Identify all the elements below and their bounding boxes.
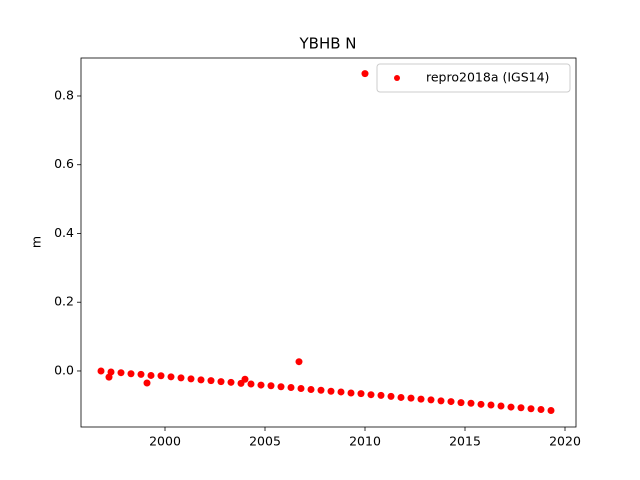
point — [267, 382, 275, 390]
point — [117, 369, 125, 377]
point — [105, 373, 113, 381]
y-tick-label: 0.0 — [54, 362, 74, 377]
point — [367, 391, 375, 399]
point — [527, 405, 535, 413]
point — [137, 370, 145, 378]
y-tick-label: 0.6 — [54, 156, 74, 171]
point — [147, 371, 155, 379]
point — [537, 405, 545, 413]
chart-title: YBHB N — [298, 35, 356, 53]
point — [247, 380, 255, 388]
point — [257, 381, 265, 389]
point — [207, 377, 215, 385]
point — [497, 402, 505, 410]
point — [157, 372, 165, 380]
point — [517, 404, 525, 412]
point — [417, 395, 425, 403]
x-tick-label: 2000 — [149, 434, 181, 449]
plot-frame — [80, 57, 577, 428]
point — [297, 385, 305, 393]
point — [361, 70, 369, 78]
point — [337, 388, 345, 396]
point — [457, 399, 465, 407]
legend-marker — [394, 75, 400, 81]
point — [97, 367, 105, 375]
point — [427, 396, 435, 404]
y-tick-label: 0.2 — [54, 294, 74, 309]
y-axis-label: m — [29, 236, 44, 248]
point — [307, 386, 315, 394]
point — [277, 383, 285, 391]
point — [217, 378, 225, 386]
point — [447, 398, 455, 406]
point — [487, 401, 495, 409]
y-tick-label: 0.4 — [54, 225, 74, 240]
x-tick-label: 2020 — [549, 434, 581, 449]
point — [387, 392, 395, 400]
point — [397, 393, 405, 401]
point — [287, 383, 295, 391]
x-tick-label: 2005 — [249, 434, 281, 449]
x-tick-label: 2015 — [449, 434, 481, 449]
point — [407, 394, 415, 402]
y-tick-label: 0.8 — [54, 87, 74, 102]
point — [127, 370, 135, 378]
point — [507, 403, 515, 411]
point — [143, 379, 151, 387]
point — [477, 400, 485, 408]
point — [227, 378, 235, 386]
point — [437, 397, 445, 405]
point — [377, 391, 385, 399]
point — [467, 399, 475, 407]
point — [295, 358, 303, 366]
legend-label: repro2018a (IGS14) — [426, 70, 549, 85]
point — [327, 387, 335, 395]
point — [167, 373, 175, 381]
legend-box — [376, 63, 571, 93]
point — [547, 407, 555, 415]
point — [241, 375, 249, 383]
point — [347, 389, 355, 397]
point — [197, 376, 205, 384]
point — [187, 375, 195, 383]
point — [177, 374, 185, 382]
point — [357, 390, 365, 398]
x-tick-label: 2010 — [349, 434, 381, 449]
point — [317, 386, 325, 394]
